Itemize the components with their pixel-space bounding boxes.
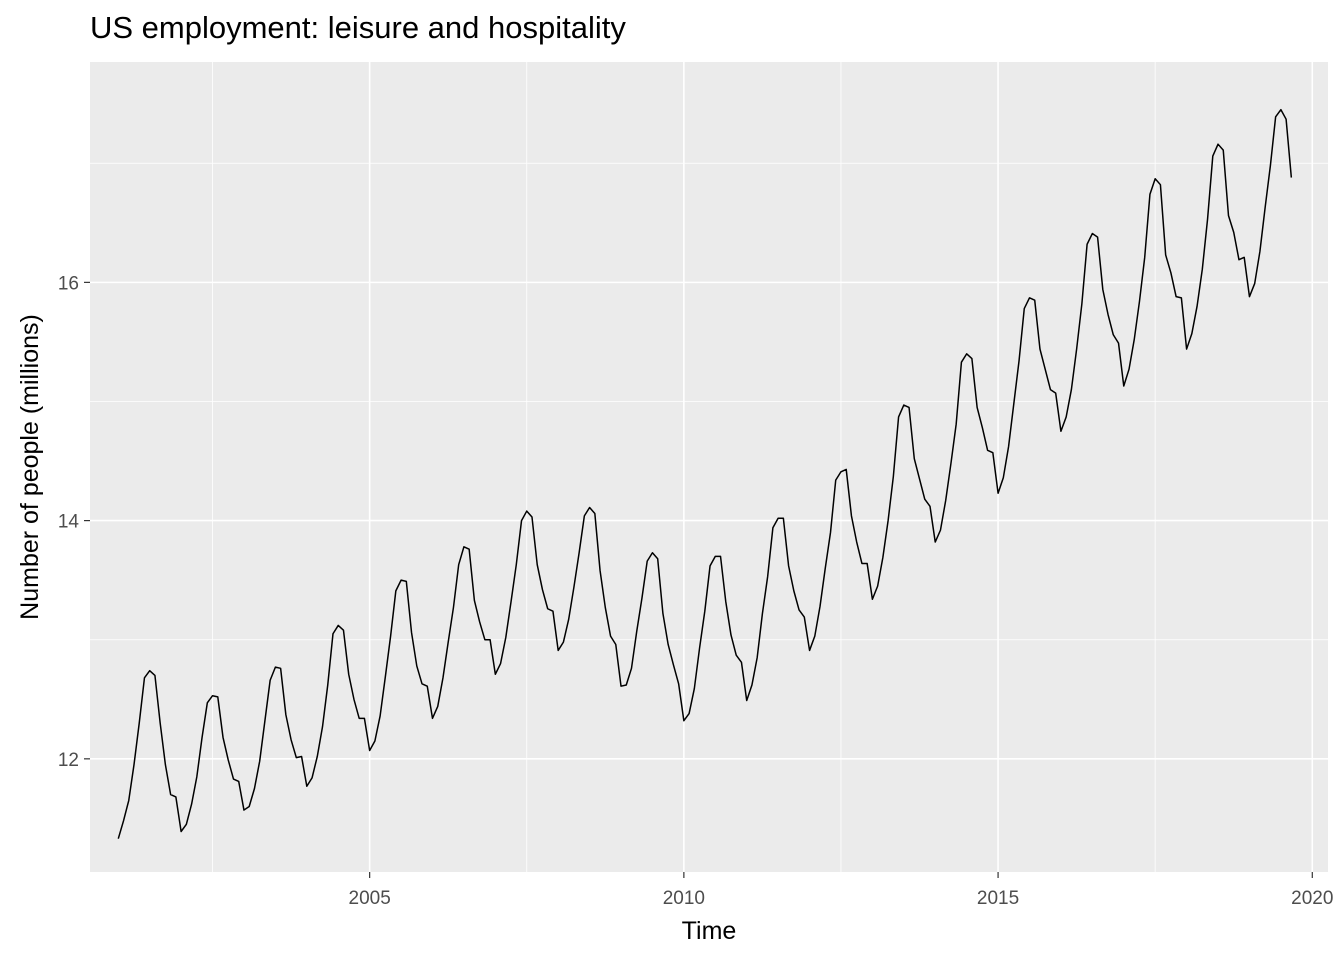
series-line [117, 108, 1293, 839]
grid-lines [90, 62, 1328, 872]
x-tick-label: 2015 [977, 888, 1019, 909]
x-tick-label: 2020 [1291, 888, 1333, 909]
x-axis-title: Time [682, 917, 737, 945]
y-tick-label: 16 [58, 273, 79, 294]
plot-panel [90, 62, 1328, 872]
x-tick-label: 2010 [663, 888, 705, 909]
chart-title: US employment: leisure and hospitality [90, 10, 626, 45]
x-tick-label: 2005 [349, 888, 391, 909]
y-tick-label: 12 [58, 750, 79, 771]
y-tick-label: 14 [58, 512, 80, 533]
axis-ticks: 2005 2010 2015 2020 12 14 16 [58, 273, 1334, 909]
y-axis-title: Number of people (millions) [16, 314, 44, 620]
